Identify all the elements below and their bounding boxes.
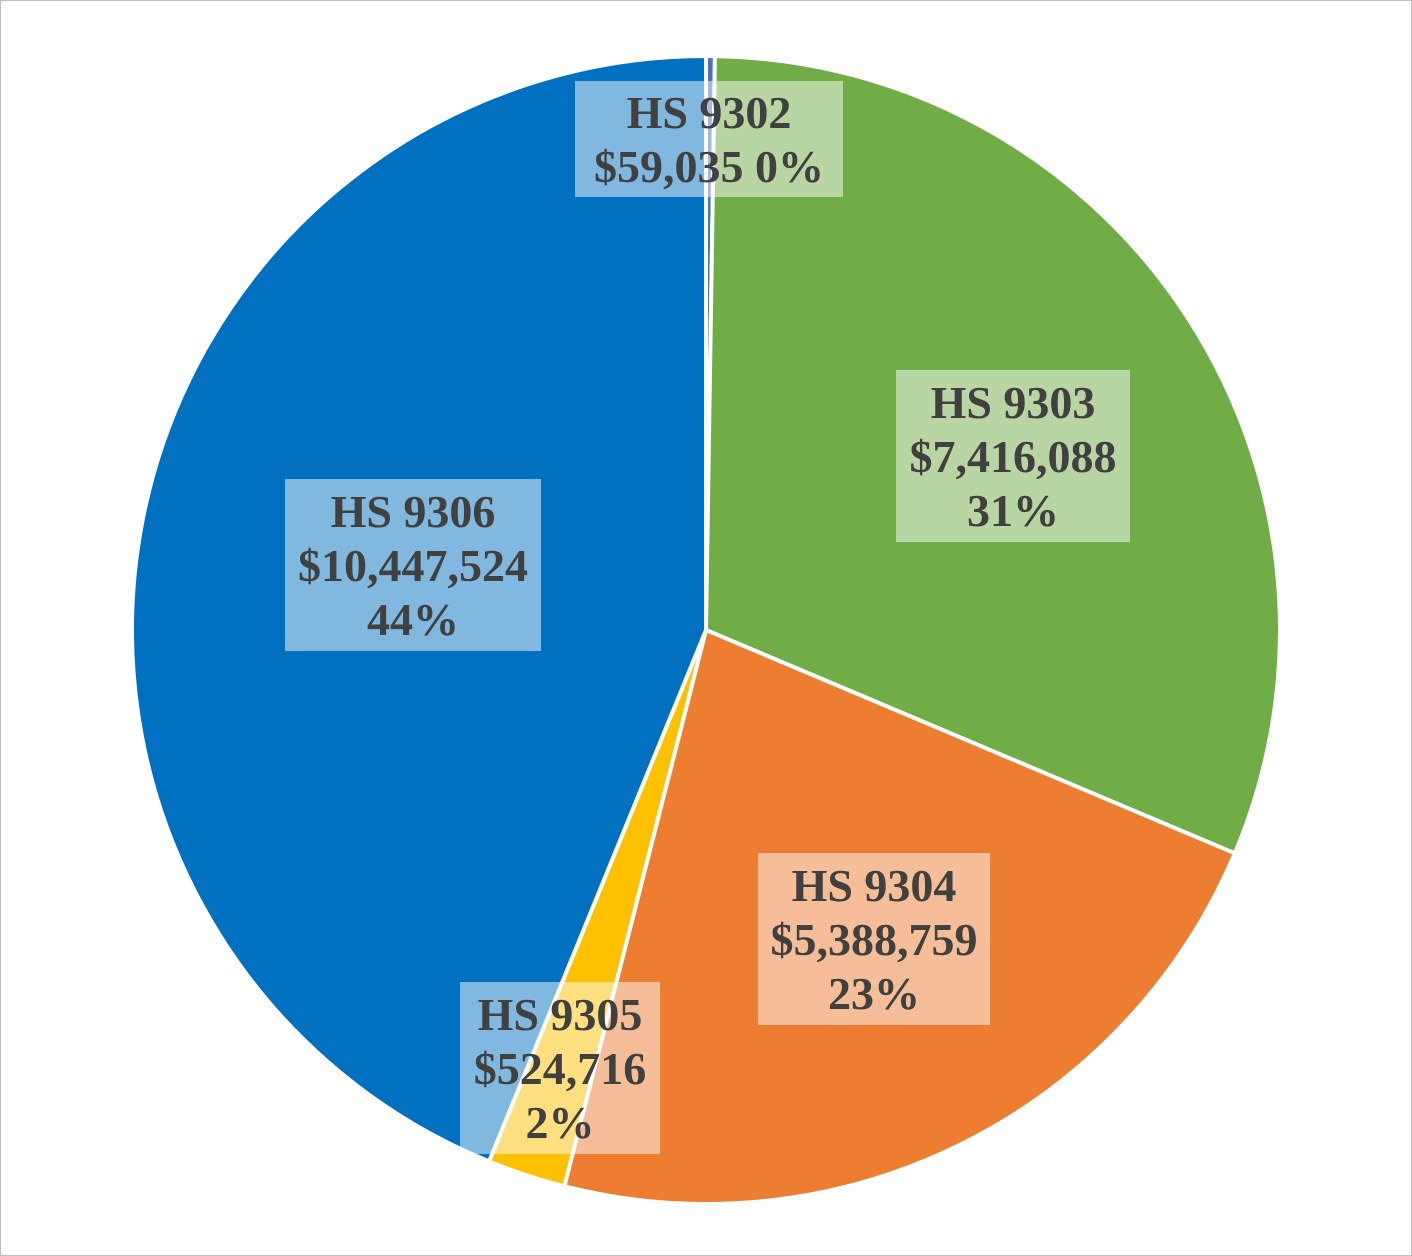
pie-data-labels: HS 9302$59,035 0%HS 9303$7,416,08831%HS … — [285, 81, 1130, 1154]
data-label-percent: 44% — [367, 594, 459, 645]
data-label-hs-9302: HS 9302$59,035 0% — [575, 81, 843, 197]
data-label-percent: 2% — [526, 1097, 595, 1148]
data-label-box — [758, 853, 990, 1025]
data-label-label: HS 9306 — [331, 486, 496, 537]
data-label-label: HS 9304 — [792, 860, 957, 911]
data-label-label: HS 9303 — [931, 377, 1096, 428]
data-label-box — [575, 81, 843, 197]
data-label-value: $5,388,759 — [771, 914, 978, 965]
data-label-box — [896, 370, 1130, 542]
data-label-value-percent: $59,035 0% — [594, 141, 824, 192]
data-label-value: $524,716 — [474, 1043, 647, 1094]
data-label-box — [460, 982, 660, 1154]
data-label-percent: 31% — [967, 485, 1059, 536]
data-label-label: HS 9302 — [627, 87, 792, 138]
data-label-box — [285, 479, 541, 651]
data-label-value: $7,416,088 — [910, 431, 1117, 482]
data-label-percent: 23% — [828, 968, 920, 1019]
data-label-label: HS 9305 — [478, 989, 643, 1040]
data-label-value: $10,447,524 — [298, 540, 528, 591]
